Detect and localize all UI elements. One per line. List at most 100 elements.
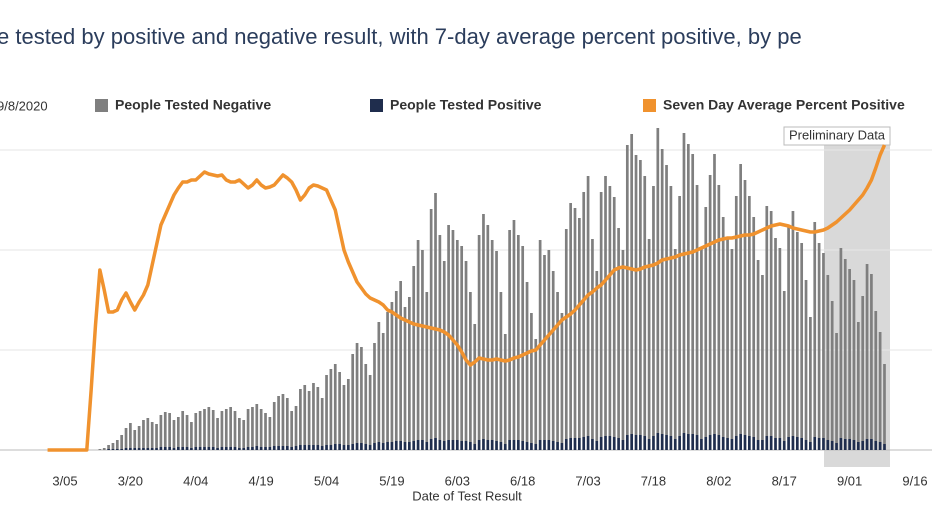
bar	[285, 446, 289, 450]
bar	[482, 214, 485, 439]
bar	[316, 387, 320, 445]
bar	[686, 144, 690, 434]
bar	[708, 435, 712, 450]
legend-label: People Tested Negative	[115, 97, 271, 113]
bar	[133, 430, 137, 448]
bar	[538, 240, 542, 440]
bar	[438, 235, 442, 440]
bar	[791, 211, 795, 436]
bar	[721, 217, 725, 437]
x-axis-title: Date of Test Result	[412, 488, 522, 503]
bar	[438, 440, 442, 450]
bar	[198, 411, 202, 447]
bar	[368, 445, 372, 450]
bar	[351, 444, 355, 450]
bar	[129, 448, 132, 450]
bar	[874, 441, 878, 450]
bar	[686, 434, 690, 450]
bar	[194, 447, 198, 450]
bar	[843, 439, 847, 450]
bar	[224, 447, 228, 450]
bar	[312, 383, 315, 445]
bar	[285, 398, 289, 446]
bar	[473, 444, 477, 450]
bar	[111, 443, 115, 449]
bar	[839, 438, 843, 450]
bar	[713, 434, 716, 450]
bar	[569, 438, 572, 450]
bar	[761, 275, 764, 440]
x-tick-label: 8/17	[772, 473, 797, 488]
bar	[503, 334, 507, 444]
bar	[399, 281, 402, 441]
bar	[804, 440, 808, 450]
bar	[499, 442, 503, 450]
bar	[839, 248, 843, 438]
bar	[238, 418, 241, 448]
bar	[102, 448, 106, 450]
bar	[203, 409, 206, 447]
bar	[469, 292, 472, 442]
legend-swatch	[95, 99, 108, 112]
bar	[678, 436, 681, 450]
bar	[730, 439, 734, 450]
bar	[150, 448, 154, 450]
bar	[756, 260, 760, 440]
bar	[346, 445, 350, 450]
bar	[281, 446, 285, 450]
x-tick-label: 4/04	[183, 473, 208, 488]
bar	[442, 261, 446, 441]
bar	[516, 440, 520, 450]
bar	[277, 446, 280, 450]
bar	[447, 225, 450, 440]
bar	[490, 440, 494, 450]
bar	[181, 447, 185, 450]
bar	[652, 186, 655, 436]
bar	[856, 322, 860, 442]
bar	[660, 149, 664, 434]
bar	[338, 444, 341, 450]
bar	[272, 402, 276, 446]
bar	[124, 448, 128, 450]
bar	[830, 441, 834, 450]
bar	[739, 434, 742, 450]
bar	[830, 301, 834, 441]
bar	[795, 437, 799, 450]
bar	[551, 441, 555, 450]
bar	[281, 394, 285, 446]
bar	[155, 424, 158, 448]
bar	[804, 280, 808, 440]
bar	[190, 448, 193, 450]
annotation: Preliminary Data	[789, 127, 886, 142]
bar	[599, 437, 603, 450]
bar	[194, 413, 198, 447]
bar	[159, 415, 163, 447]
bar	[861, 296, 865, 441]
bar	[290, 447, 294, 450]
bar	[639, 435, 642, 450]
bar	[259, 409, 263, 447]
bar	[394, 291, 398, 441]
bar	[621, 440, 625, 450]
bar	[521, 441, 525, 450]
bar	[617, 228, 620, 438]
bar	[843, 259, 847, 439]
bar	[573, 438, 577, 450]
bar	[586, 176, 590, 436]
bar	[299, 389, 302, 445]
bar	[325, 375, 328, 445]
bar	[264, 413, 267, 447]
bar	[447, 440, 450, 450]
bar	[673, 439, 677, 450]
bar	[826, 275, 830, 440]
bar	[543, 440, 546, 450]
annotation-box	[783, 126, 891, 146]
bar	[473, 324, 477, 444]
bar	[216, 448, 219, 450]
bar	[691, 434, 695, 450]
x-tick-label: 4/19	[248, 473, 273, 488]
bar	[120, 449, 124, 450]
bar	[211, 410, 215, 447]
bar	[150, 422, 154, 448]
